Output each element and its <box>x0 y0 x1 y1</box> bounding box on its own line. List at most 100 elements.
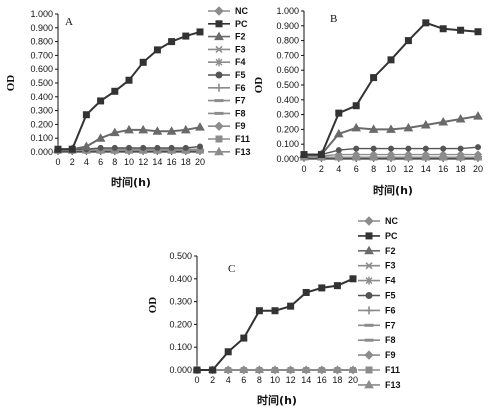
legend-marker <box>214 121 224 131</box>
legend-item-f4: F4 <box>208 57 246 67</box>
legend-label: F13 <box>235 147 251 157</box>
y-tick-label: 0.800 <box>30 37 53 47</box>
data-point <box>438 150 448 159</box>
data-point <box>351 122 362 132</box>
data-point <box>438 116 449 126</box>
legend-item-nc: NC <box>358 216 398 226</box>
legend-marker <box>365 232 373 240</box>
x-tick-label: 16 <box>167 157 177 167</box>
x-tick-label: 8 <box>112 157 117 167</box>
legend-label: F11 <box>385 365 400 375</box>
y-tick-label: 0.200 <box>276 124 299 134</box>
legend-label: PC <box>235 19 248 29</box>
series-pc <box>54 28 204 153</box>
data-point <box>271 307 279 315</box>
x-tick-label: 10 <box>124 157 134 167</box>
data-point <box>368 124 379 133</box>
data-point <box>255 365 264 373</box>
data-point <box>334 150 344 159</box>
series-line <box>197 277 354 371</box>
legend-label: F4 <box>385 276 396 286</box>
y-axis-label: OD <box>147 297 159 314</box>
legend-item-f11: F11 <box>208 134 250 144</box>
legend-label: F7 <box>385 320 396 330</box>
legend-label: F5 <box>385 291 396 301</box>
data-point <box>168 144 175 151</box>
x-tick-label: 2 <box>319 164 324 174</box>
legend-marker <box>364 323 374 327</box>
legend-marker <box>215 135 223 143</box>
legend-marker <box>215 20 223 28</box>
data-point <box>387 56 395 64</box>
x-tick-label: 14 <box>301 375 311 385</box>
legend-item-f2: F2 <box>208 31 246 42</box>
y-tick-label: 0.200 <box>169 319 192 329</box>
y-tick-label: 0.500 <box>169 251 192 261</box>
data-point <box>270 365 280 373</box>
data-point <box>124 124 134 134</box>
series-pc <box>300 19 482 159</box>
data-point <box>54 145 62 153</box>
data-point <box>126 144 132 151</box>
legend-label: F6 <box>235 83 246 93</box>
data-point <box>369 150 378 159</box>
legend-marker <box>214 31 224 41</box>
x-tick-label: 6 <box>354 164 359 174</box>
data-point <box>333 128 344 138</box>
data-point <box>180 124 191 134</box>
data-point <box>109 127 120 137</box>
data-point <box>422 19 430 27</box>
data-point <box>287 302 295 310</box>
legend-item-f3: F3 <box>358 261 396 271</box>
data-point <box>474 28 482 36</box>
data-point <box>97 144 104 151</box>
x-tick-label: 12 <box>138 157 148 167</box>
legend-marker <box>214 99 224 103</box>
legend-label: F3 <box>235 44 246 54</box>
legend-item-f7: F7 <box>358 320 396 330</box>
x-tick-label: 10 <box>270 375 280 385</box>
legend-marker <box>365 276 373 285</box>
legend-label: F7 <box>235 96 246 106</box>
data-point <box>152 126 163 135</box>
legend-item-f13: F13 <box>208 146 251 157</box>
y-tick-label: 0.200 <box>30 119 53 129</box>
x-tick-label: 12 <box>403 164 413 174</box>
data-point <box>197 143 203 150</box>
x-tick-label: 16 <box>438 164 448 174</box>
y-tick-label: 0.700 <box>276 50 299 60</box>
data-point <box>95 133 106 142</box>
series-f5 <box>301 144 481 158</box>
y-tick-label: 0.100 <box>276 139 299 149</box>
y-axis-label: OD <box>5 75 17 92</box>
data-point <box>403 122 414 132</box>
legend-label: NC <box>235 6 248 16</box>
data-point <box>82 111 90 119</box>
data-point <box>405 145 412 152</box>
data-point <box>473 150 483 159</box>
data-point <box>97 97 105 105</box>
legend-marker <box>364 350 374 360</box>
data-point <box>317 151 325 159</box>
x-tick-label: 8 <box>371 164 376 174</box>
data-point <box>209 366 217 374</box>
data-point <box>81 141 92 150</box>
data-point <box>68 145 76 153</box>
series-f13 <box>192 365 358 373</box>
data-point <box>255 307 263 315</box>
x-tick-label: 18 <box>332 375 342 385</box>
x-tick-label: 4 <box>336 164 341 174</box>
legend-item-f2: F2 <box>358 245 396 256</box>
legend-label: PC <box>385 231 398 241</box>
legend-item-pc: PC <box>208 19 248 29</box>
data-point <box>111 87 119 95</box>
legend-label: F2 <box>235 32 246 42</box>
series-pc <box>193 275 357 374</box>
x-tick-label: 10 <box>386 164 396 174</box>
legend-marker <box>215 45 223 53</box>
legend-label: F4 <box>235 57 246 67</box>
data-point <box>404 150 413 159</box>
data-point <box>388 145 394 152</box>
data-point <box>333 365 342 373</box>
legend-item-pc: PC <box>358 231 398 241</box>
